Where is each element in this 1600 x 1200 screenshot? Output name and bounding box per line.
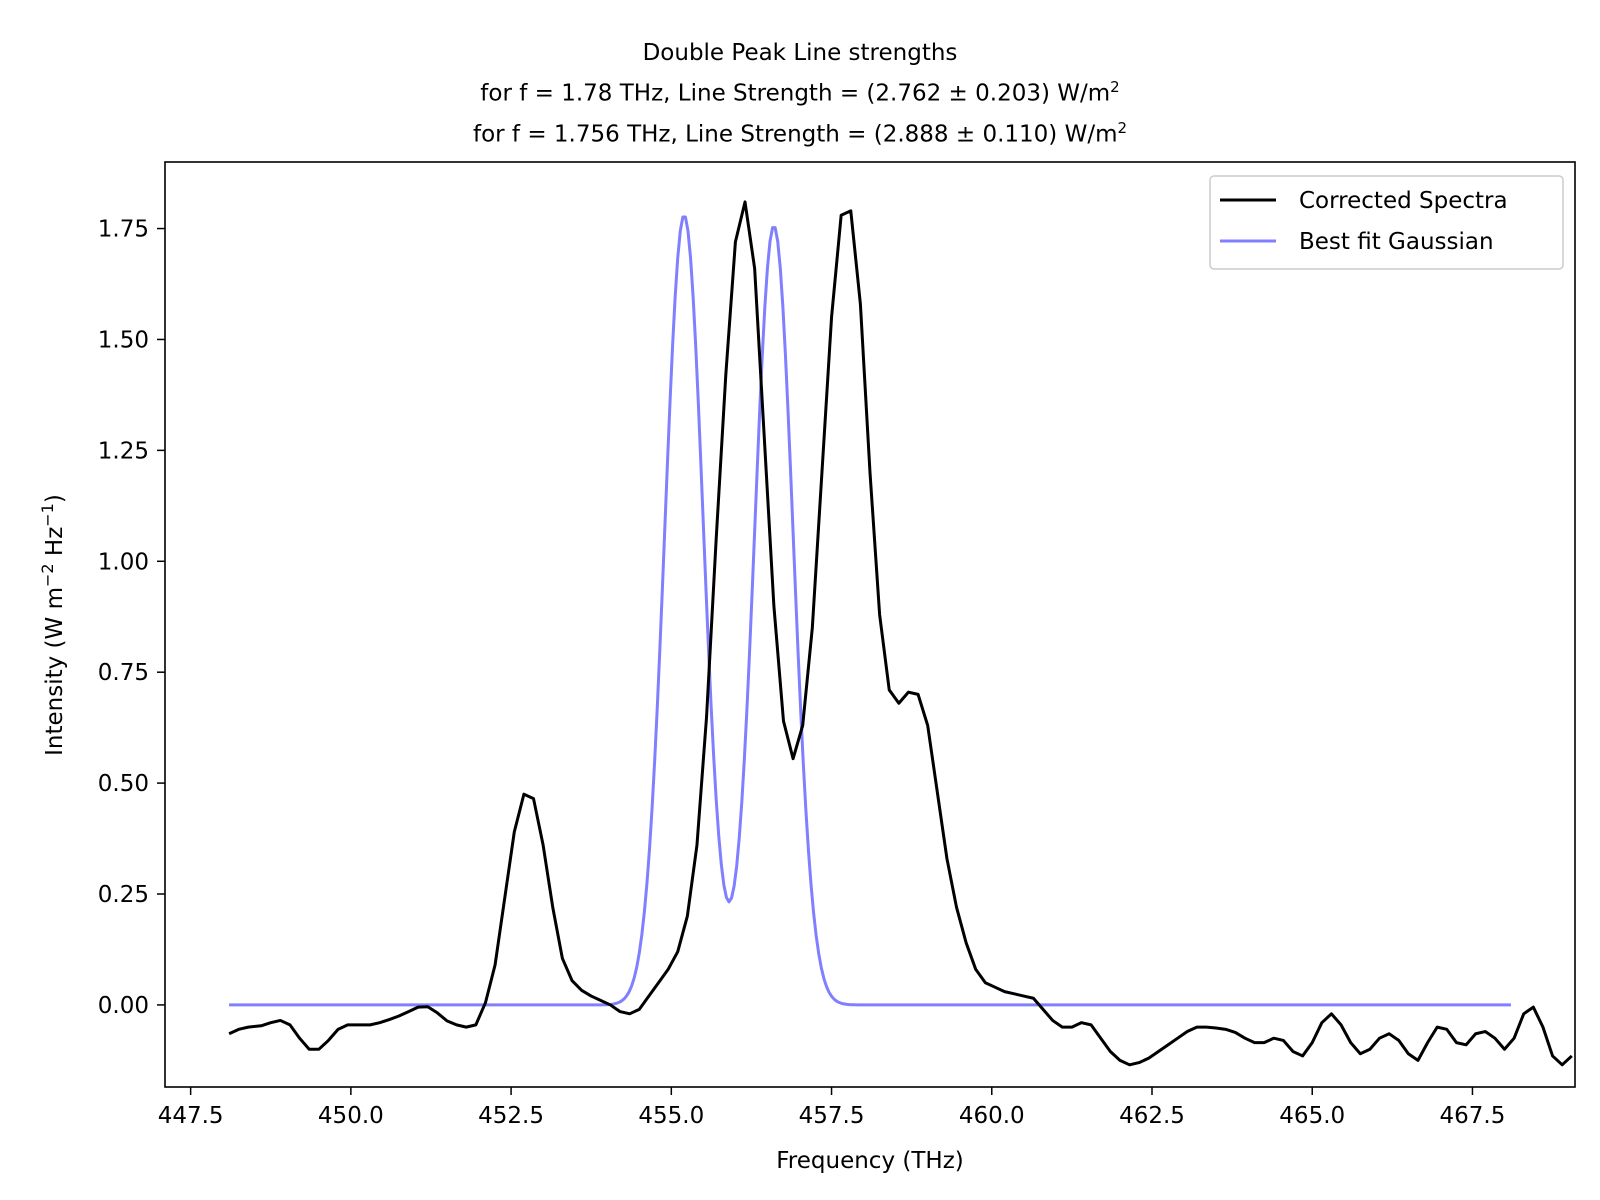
y-axis-label-part-1: Intensity (W m — [42, 587, 68, 756]
y-axis-label-sup-2: −1 — [38, 503, 57, 527]
x-axis-ticks: 447.5 450.0 452.5 455.0 457.5 460.0 462.5 465.0… — [158, 1087, 1506, 1129]
series-line-best-fit-gaussian — [229, 215, 1511, 1007]
y-axis-label-part-3: ) — [42, 494, 68, 503]
series-line-corrected-spectra — [228, 200, 1573, 1067]
x-tick-label: 462.5 — [1119, 1103, 1185, 1129]
series-layer — [228, 200, 1573, 1067]
y-tick-label: 0.25 — [98, 882, 149, 908]
x-tick-label: 447.5 — [158, 1103, 224, 1129]
subtitle-2-superscript: 2 — [1117, 119, 1128, 137]
y-tick-label: 0.75 — [98, 660, 149, 686]
plot-area-frame — [164, 161, 1576, 1088]
x-tick-label: 450.0 — [318, 1103, 384, 1129]
y-tick-label: 0.50 — [98, 771, 149, 797]
x-axis-label: Frequency (THz) — [776, 1148, 964, 1174]
legend: Corrected Spectra Best fit Gaussian — [1209, 175, 1564, 270]
subtitle-2-text: for f = 1.756 THz, Line Strength = (2.88… — [472, 121, 1118, 148]
y-axis-ticks: 0.00 0.25 0.50 0.75 1.00 1.25 1.50 1.75 — [98, 217, 165, 1019]
y-tick-label: 0.00 — [98, 993, 149, 1019]
legend-label-best-fit-gaussian: Best fit Gaussian — [1299, 229, 1494, 255]
subtitle-1-superscript: 2 — [1110, 78, 1120, 96]
y-axis-label-part-2: Hz — [42, 527, 68, 564]
legend-label-corrected-spectra: Corrected Spectra — [1299, 188, 1508, 214]
x-tick-label: 457.5 — [799, 1103, 865, 1129]
x-tick-label: 465.0 — [1279, 1103, 1345, 1129]
y-tick-label: 1.00 — [98, 549, 149, 575]
y-axis-label-sup-1: −2 — [38, 563, 57, 587]
chart-subtitle-line-2: for f = 1.756 THz, Line Strength = (2.88… — [0, 119, 1600, 148]
x-tick-label: 467.5 — [1440, 1103, 1506, 1129]
y-tick-label: 1.75 — [98, 217, 149, 243]
subtitle-1-text: for f = 1.78 THz, Line Strength = (2.762… — [480, 80, 1111, 107]
y-axis-label: Intensity (W m−2 Hz−1) — [38, 494, 68, 756]
chart-subtitle-line-1: for f = 1.78 THz, Line Strength = (2.762… — [0, 78, 1600, 107]
x-tick-label: 460.0 — [959, 1103, 1025, 1129]
x-tick-label: 452.5 — [478, 1103, 544, 1129]
x-tick-label: 455.0 — [638, 1103, 704, 1129]
y-tick-label: 1.50 — [98, 327, 149, 353]
y-tick-label: 1.25 — [98, 438, 149, 464]
chart-title: Double Peak Line strengths — [642, 40, 958, 66]
legend-box — [1209, 175, 1564, 270]
